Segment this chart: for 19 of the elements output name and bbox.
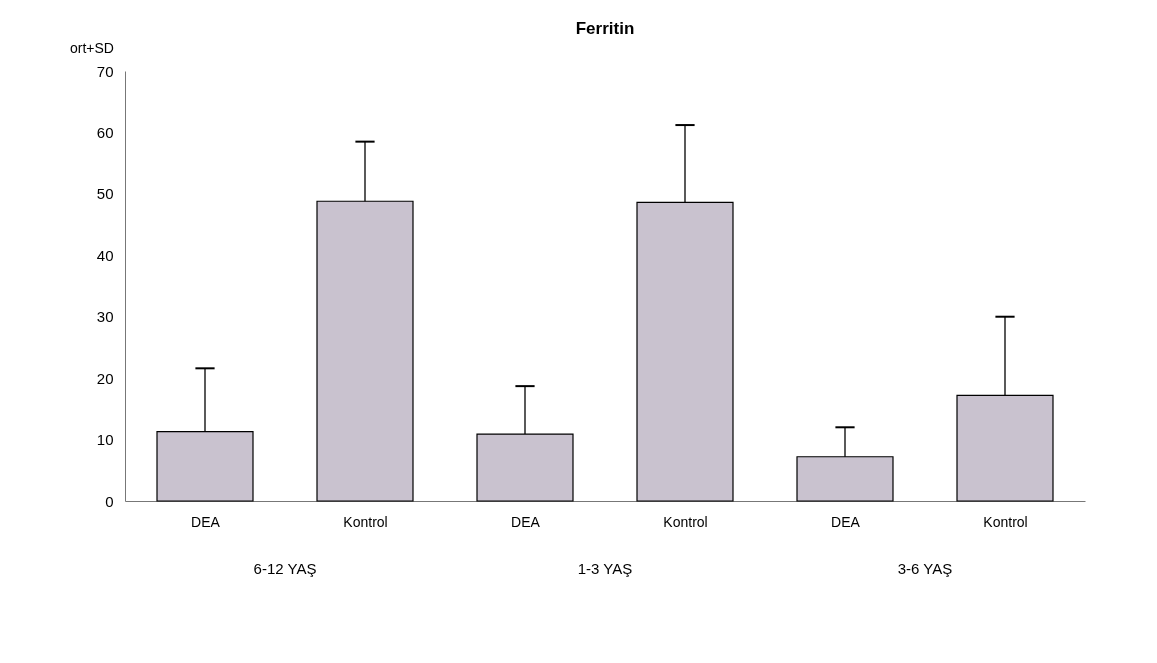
y-tick-label: 0 bbox=[105, 492, 114, 510]
text: 3-6 YAŞ bbox=[897, 560, 953, 577]
y-tick-label: 60 bbox=[96, 123, 114, 141]
x-tick-label: Kontrol bbox=[343, 513, 388, 530]
x-tick-label: DEA bbox=[191, 513, 221, 530]
y-tick-label: 30 bbox=[96, 308, 114, 326]
text: 6-12 YAŞ bbox=[253, 560, 317, 577]
y-axis-title: ort+SD bbox=[70, 40, 114, 56]
y-tick-label: 20 bbox=[96, 369, 114, 387]
y-tick-label: 10 bbox=[96, 431, 114, 449]
x-tick-label: Kontrol bbox=[663, 513, 708, 530]
y-tick-label: 40 bbox=[96, 246, 114, 264]
y-tick-label: 70 bbox=[96, 62, 114, 80]
text: 1-3 YAŞ bbox=[577, 560, 633, 577]
y-tick-label: 50 bbox=[96, 185, 114, 203]
x-tick-label: Kontrol bbox=[983, 513, 1028, 530]
x-tick-label: DEA bbox=[831, 513, 861, 530]
chart-title: Ferritin bbox=[575, 19, 635, 38]
x-tick-label: DEA bbox=[511, 513, 541, 530]
